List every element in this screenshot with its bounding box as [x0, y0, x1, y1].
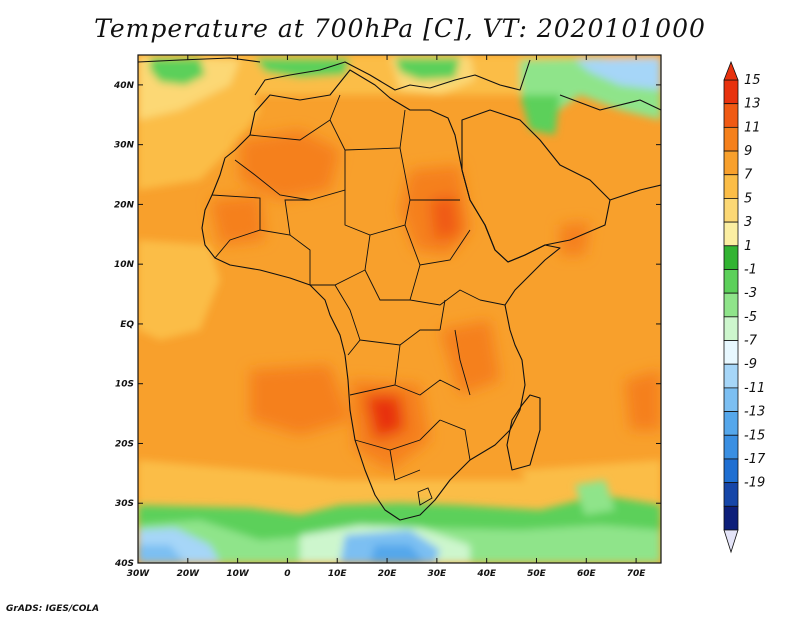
colorbar-swatch [723, 458, 739, 484]
colorbar-swatch [723, 150, 739, 176]
colorbar-swatch [723, 363, 739, 389]
colorbar-label: 1 [744, 239, 752, 254]
colorbar-swatch [723, 505, 739, 531]
lat-tick-label: 30S [115, 499, 134, 509]
colorbar-label: 13 [744, 97, 761, 112]
colorbar-swatch [723, 316, 739, 341]
colorbar-swatch [723, 245, 739, 270]
map-title: Temperature at 700hPa [C], VT: 202010100… [94, 14, 706, 43]
colorbar-min-arrow [723, 529, 739, 554]
longitude-axis: 30W 20W 10W 0 10E 20E 30E 40E 50E 60E 70E [127, 55, 647, 579]
colorbar-swatch [723, 292, 739, 318]
lon-tick-label: 40E [476, 569, 497, 579]
colorbar-swatch [723, 198, 739, 223]
latitude-axis: 40N 30N 20N 10N EQ 10S 20S 30S 40S [113, 81, 661, 569]
colorbar-label: -5 [744, 310, 757, 325]
colorbar: 15 13 11 9 7 5 3 1 -1 -3 -5 -7 -9 -11 -13 -15 -17 -19 [723, 60, 766, 554]
lon-tick-label: 70E [627, 569, 647, 579]
colorbar-swatch [723, 387, 739, 412]
lat-tick-label: 20S [115, 439, 134, 449]
colorbar-label: 5 [744, 191, 752, 206]
colorbar-label: -11 [744, 381, 765, 396]
country-borders [211, 94, 506, 506]
lon-tick-label: 0 [284, 569, 290, 579]
lat-tick-label: 10N [114, 260, 135, 270]
coastline [138, 57, 661, 521]
lon-tick-label: 50E [527, 569, 547, 579]
lat-tick-label: EQ [120, 320, 134, 330]
colorbar-swatch [723, 174, 739, 199]
colorbar-label: 9 [744, 144, 752, 159]
colorbar-label: -15 [744, 428, 765, 443]
colorbar-label: 11 [744, 120, 761, 135]
lon-tick-label: 30W [127, 569, 151, 579]
colorbar-label: -7 [744, 334, 758, 349]
colorbar-swatch [723, 411, 739, 436]
lon-tick-label: 20E [378, 569, 398, 579]
credit-text: GrADS: IGES/COLA [6, 604, 100, 614]
colorbar-swatch [723, 221, 739, 247]
map-frame [137, 54, 662, 564]
colorbar-swatch [723, 126, 739, 152]
lon-tick-label: 10W [226, 569, 250, 579]
lat-tick-label: 20N [114, 200, 135, 210]
colorbar-label: -13 [744, 405, 765, 420]
colorbar-max-arrow [723, 60, 739, 81]
colorbar-label: 3 [744, 215, 752, 230]
colorbar-swatch [723, 434, 739, 460]
colorbar-label: -17 [744, 452, 766, 467]
colorbar-label: 15 [744, 73, 761, 88]
lon-tick-label: 20W [177, 569, 201, 579]
temperature-field [138, 55, 661, 563]
lat-tick-label: 40N [113, 81, 135, 91]
lon-tick-label: 30E [428, 569, 448, 579]
colorbar-swatch [723, 103, 739, 128]
lat-tick-label: 10S [115, 380, 134, 390]
lat-tick-label: 40S [114, 559, 134, 569]
colorbar-swatch [723, 482, 739, 507]
colorbar-label: -1 [744, 262, 757, 277]
colorbar-swatch [723, 340, 739, 365]
lon-tick-label: 10E [328, 569, 348, 579]
colorbar-label: -9 [744, 357, 757, 372]
colorbar-label: -19 [744, 476, 765, 491]
colorbar-label: -3 [744, 286, 757, 301]
lon-tick-label: 60E [577, 569, 597, 579]
colorbar-swatch [723, 79, 739, 105]
colorbar-swatch [723, 269, 739, 294]
colorbar-label: 7 [744, 168, 753, 183]
lat-tick-label: 30N [114, 141, 135, 151]
